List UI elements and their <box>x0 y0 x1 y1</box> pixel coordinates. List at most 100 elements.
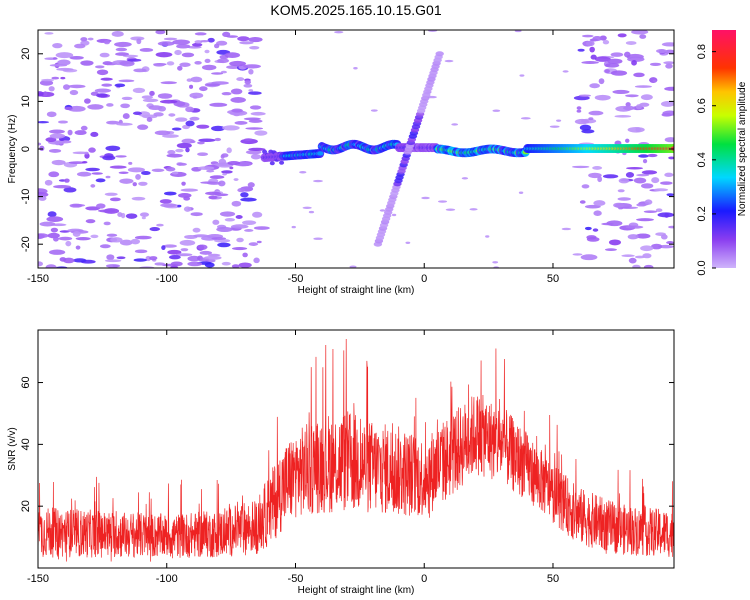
heatmap-cell <box>114 83 126 88</box>
heatmap-cell <box>208 195 218 200</box>
heatmap-cell <box>171 127 182 131</box>
heatmap-cell <box>171 171 179 175</box>
y-tick-label: 0 <box>20 146 32 152</box>
heatmap-cell <box>149 90 155 96</box>
heatmap-cell <box>64 178 70 183</box>
heatmap-cell <box>623 105 635 111</box>
heatmap-cell <box>183 196 191 201</box>
heatmap-cell <box>230 96 246 103</box>
heatmap-cell <box>660 181 673 185</box>
heatmap-cell <box>204 49 210 54</box>
heatmap-cell <box>604 63 620 68</box>
heatmap-cell <box>55 52 74 59</box>
x-tick-label: -150 <box>27 573 49 585</box>
heatmap-cell <box>405 241 411 244</box>
snr-panel: -150 -100 -50 0 50 20 40 60 Height of straight … <box>7 329 675 596</box>
heatmap-cell <box>556 119 562 122</box>
heatmap-cell <box>163 191 177 196</box>
heatmap-cell <box>118 79 135 83</box>
heatmap-cell <box>621 254 635 258</box>
heatmap-cell <box>451 123 459 126</box>
heatmap-cell <box>249 105 262 110</box>
heatmap-cell <box>231 264 240 268</box>
heatmap-cell <box>95 65 105 69</box>
heatmap-cell <box>256 240 262 244</box>
heatmap-cell <box>51 76 60 80</box>
heatmap-cell <box>222 125 240 131</box>
heatmap-cell <box>199 86 208 92</box>
heatmap-cell <box>614 115 632 118</box>
heatmap-cell <box>237 36 250 42</box>
heatmap-cell <box>211 237 227 240</box>
heatmap-cell <box>588 110 604 116</box>
heatmap-cell <box>220 70 227 74</box>
heatmap-cell <box>313 237 323 240</box>
heatmap-cell <box>205 83 221 87</box>
heatmap-cell <box>642 159 648 164</box>
snr-axes: -150 -100 -50 0 50 20 40 60 <box>20 330 674 585</box>
heatmap-cell <box>87 104 104 110</box>
heatmap-cell <box>626 167 643 170</box>
heatmap-cell <box>639 34 647 39</box>
heatmap-cell <box>581 61 599 64</box>
heatmap-cell <box>103 221 111 226</box>
heatmap-cell <box>38 233 45 240</box>
heatmap-cell <box>90 234 99 239</box>
heatmap-cell <box>197 141 205 145</box>
x-tick-label: -100 <box>156 273 178 285</box>
heatmap-cell <box>594 56 611 62</box>
heatmap-cell <box>138 181 148 186</box>
heatmap-cell <box>111 30 124 37</box>
heatmap-cell <box>199 250 213 255</box>
heatmap-cell <box>106 120 120 125</box>
heatmap-cell <box>110 237 123 243</box>
spectrogram-ylabel: Frequency (Hz) <box>7 115 18 184</box>
heatmap-cell <box>590 54 597 60</box>
y-tick-label: 10 <box>20 95 32 107</box>
heatmap-cell <box>269 161 275 166</box>
heatmap-cell <box>206 181 221 185</box>
heatmap-cell <box>580 254 598 261</box>
heatmap-cell <box>617 189 625 193</box>
heatmap-cell <box>119 60 135 67</box>
heatmap-cell <box>254 130 268 136</box>
heatmap-cell <box>68 84 86 89</box>
heatmap-cell <box>461 177 469 180</box>
heatmap-cell <box>217 242 231 248</box>
heatmap-cell <box>244 79 251 85</box>
heatmap-cell <box>593 200 606 207</box>
heatmap-cell <box>644 199 653 205</box>
heatmap-cell <box>574 118 590 125</box>
heatmap-cell <box>67 129 73 136</box>
heatmap-cell <box>39 145 45 151</box>
heatmap-cell <box>660 234 668 240</box>
heatmap-cell <box>67 105 86 112</box>
heatmap-cell <box>253 257 260 264</box>
heatmap-cell <box>235 215 243 219</box>
heatmap-cell <box>248 147 266 151</box>
heatmap-cell <box>59 138 65 142</box>
heatmap-cell <box>627 126 645 133</box>
heatmap-cell <box>437 200 448 203</box>
heatmap-cell <box>46 216 64 223</box>
heatmap-cell <box>492 261 499 264</box>
heatmap-cell <box>38 120 50 124</box>
heatmap-cell <box>175 117 188 122</box>
heatmap-cell <box>240 192 249 198</box>
heatmap-cell <box>201 235 218 241</box>
heatmap-cell <box>211 72 224 75</box>
figure-title: KOM5.2025.165.10.15.G01 <box>270 2 441 18</box>
heatmap-cell <box>45 137 57 143</box>
heatmap-cell <box>197 166 215 170</box>
heatmap-cell <box>625 94 639 98</box>
heatmap-cell <box>647 153 658 158</box>
heatmap-cell <box>224 217 236 222</box>
heatmap-cell <box>153 112 164 117</box>
heatmap-cell <box>52 43 63 49</box>
heatmap-cell <box>127 58 142 62</box>
heatmap-cell <box>608 239 621 246</box>
y-tick-label: 20 <box>20 48 32 60</box>
heatmap-cell <box>221 170 233 174</box>
heatmap-cell <box>159 99 178 104</box>
heatmap-cell <box>226 35 239 38</box>
